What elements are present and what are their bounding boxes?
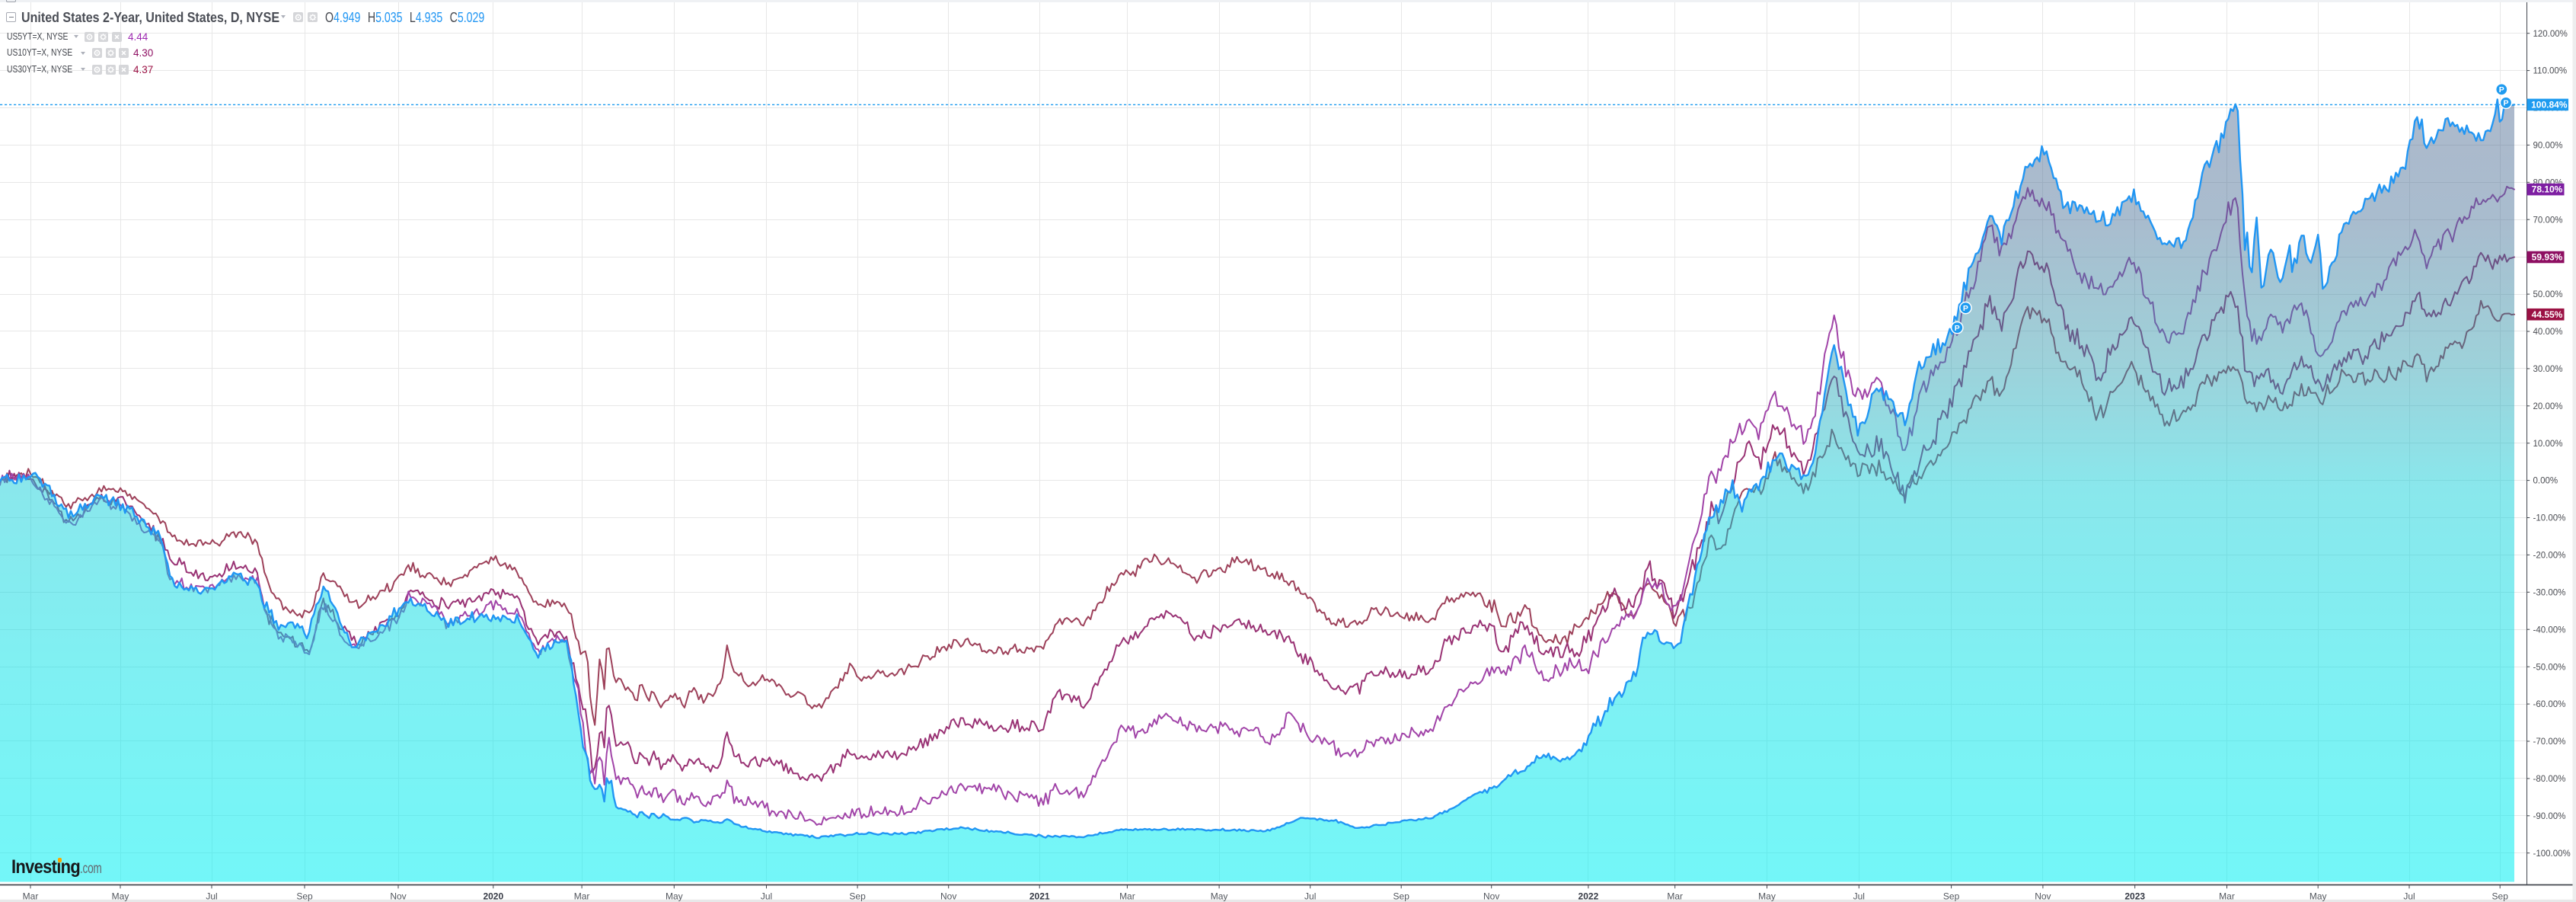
svg-text:Mar: Mar [2219, 891, 2235, 902]
svg-text:44.55%: 44.55% [2532, 309, 2563, 320]
svg-text:-60.00%: -60.00% [2533, 700, 2566, 709]
svg-text:Mar: Mar [574, 891, 590, 902]
svg-text:-40.00%: -40.00% [2533, 625, 2566, 635]
svg-text:Nov: Nov [1483, 891, 1499, 902]
svg-text:May: May [2309, 891, 2327, 902]
svg-text:Sep: Sep [1393, 891, 1410, 902]
svg-text:70.00%: 70.00% [2533, 216, 2563, 225]
svg-text:-70.00%: -70.00% [2533, 737, 2566, 747]
svg-text:10.00%: 10.00% [2533, 440, 2563, 449]
svg-text:-20.00%: -20.00% [2533, 552, 2566, 561]
svg-text:Sep: Sep [849, 891, 866, 902]
svg-text:110.00%: 110.00% [2533, 67, 2568, 76]
svg-text:50.00%: 50.00% [2533, 290, 2563, 299]
svg-text:Mar: Mar [1119, 891, 1135, 902]
svg-text:90.00%: 90.00% [2533, 142, 2563, 151]
svg-text:Jul: Jul [206, 891, 217, 902]
svg-text:Mar: Mar [23, 891, 39, 902]
svg-text:-30.00%: -30.00% [2533, 588, 2566, 597]
svg-text:40.00%: 40.00% [2533, 328, 2563, 337]
svg-text:May: May [1211, 891, 1228, 902]
svg-text:P: P [2499, 85, 2504, 94]
svg-text:May: May [1758, 891, 1776, 902]
svg-text:Jul: Jul [1304, 891, 1316, 902]
svg-text:20.00%: 20.00% [2533, 402, 2563, 411]
svg-text:2021: 2021 [1029, 891, 1050, 902]
svg-text:P: P [1963, 304, 1968, 313]
svg-text:May: May [666, 891, 683, 902]
svg-text:Jul: Jul [2403, 891, 2415, 902]
svg-text:Jul: Jul [761, 891, 772, 902]
svg-text:2023: 2023 [2124, 891, 2145, 902]
svg-text:Nov: Nov [940, 891, 956, 902]
svg-text:Sep: Sep [1943, 891, 1960, 902]
svg-text:2022: 2022 [1578, 891, 1599, 902]
svg-text:-80.00%: -80.00% [2533, 775, 2566, 784]
svg-text:30.00%: 30.00% [2533, 365, 2563, 374]
svg-text:100.84%: 100.84% [2531, 100, 2568, 110]
svg-text:Jul: Jul [1853, 891, 1865, 902]
svg-text:-10.00%: -10.00% [2533, 514, 2566, 523]
svg-text:2020: 2020 [483, 891, 503, 902]
svg-text:Sep: Sep [2492, 891, 2509, 902]
svg-text:Mar: Mar [1667, 891, 1683, 902]
svg-text:0.00%: 0.00% [2533, 477, 2558, 486]
svg-text:Sep: Sep [296, 891, 313, 902]
svg-text:78.10%: 78.10% [2532, 184, 2563, 195]
svg-text:May: May [112, 891, 129, 902]
svg-text:P: P [1955, 324, 1960, 333]
svg-text:Nov: Nov [2035, 891, 2051, 902]
svg-text:-50.00%: -50.00% [2533, 663, 2566, 672]
svg-text:59.93%: 59.93% [2532, 252, 2563, 263]
svg-text:-90.00%: -90.00% [2533, 812, 2566, 821]
svg-text:120.00%: 120.00% [2533, 30, 2568, 39]
svg-text:P: P [2503, 99, 2508, 108]
svg-text:Nov: Nov [390, 891, 406, 902]
svg-text:-100.00%: -100.00% [2533, 849, 2571, 859]
